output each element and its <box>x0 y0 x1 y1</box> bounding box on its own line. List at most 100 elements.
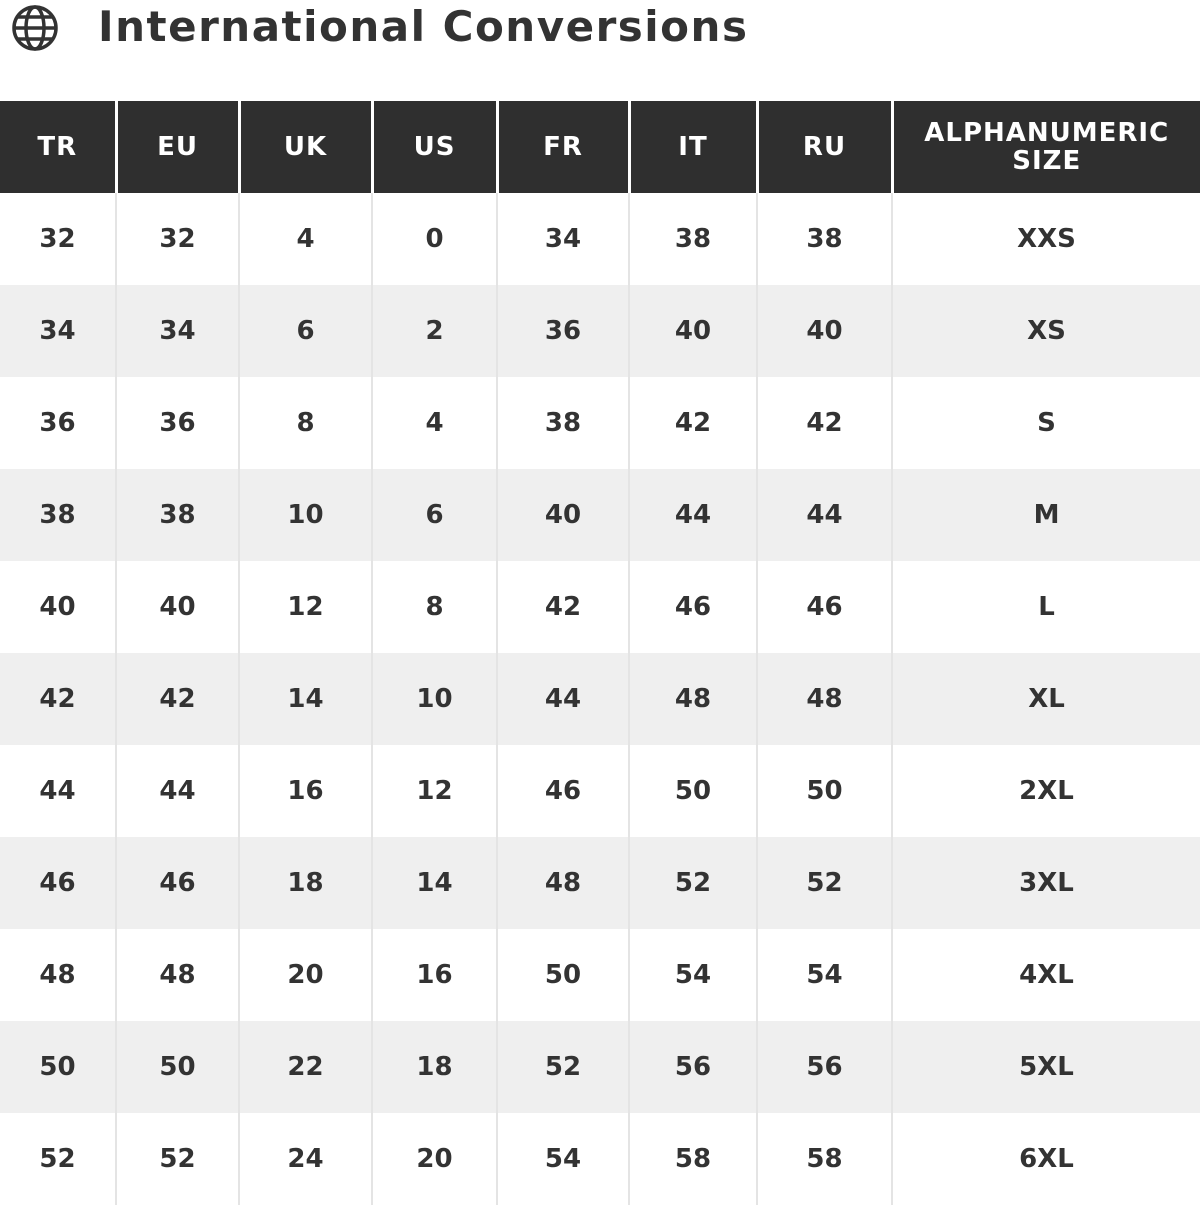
table-row: 36 36 8 4 38 42 42 S <box>0 377 1200 469</box>
cell-it: 44 <box>628 469 757 561</box>
page-title: International Conversions <box>98 2 749 51</box>
cell-it: 52 <box>628 837 757 929</box>
cell-ru: 56 <box>756 1021 892 1113</box>
cell-uk: 4 <box>238 193 372 285</box>
cell-uk: 8 <box>238 377 372 469</box>
cell-fr: 48 <box>496 837 629 929</box>
cell-tr: 32 <box>39 224 76 254</box>
cell-tr: 48 <box>39 960 76 990</box>
cell-eu: 42 <box>115 653 239 745</box>
cell-alphanumeric-size: XL <box>891 653 1200 745</box>
column-header-uk: UK <box>237 101 372 193</box>
cell-eu: 34 <box>115 285 239 377</box>
table-row: 50 50 22 18 52 56 56 5XL <box>0 1021 1200 1113</box>
cell-fr: 34 <box>496 193 629 285</box>
cell-us: 6 <box>371 469 497 561</box>
cell-ru: 58 <box>756 1113 892 1205</box>
column-header-it: IT <box>627 101 757 193</box>
cell-ru: 54 <box>756 929 892 1021</box>
table-row: 48 48 20 16 50 54 54 4XL <box>0 929 1200 1021</box>
cell-tr: 44 <box>39 776 76 806</box>
cell-us: 16 <box>371 929 497 1021</box>
cell-tr: 36 <box>39 408 76 438</box>
cell-tr: 52 <box>39 1144 76 1174</box>
cell-uk: 12 <box>238 561 372 653</box>
cell-tr: 46 <box>0 837 116 929</box>
cell-tr: 38 <box>0 469 116 561</box>
cell-us: 4 <box>371 377 497 469</box>
column-header-fr: FR <box>495 101 629 193</box>
cell-tr: 40 <box>39 592 76 622</box>
cell-alphanumeric-size: M <box>891 469 1200 561</box>
cell-us: 8 <box>371 561 497 653</box>
cell-it: 54 <box>628 929 757 1021</box>
column-header-tr: TR <box>0 101 116 193</box>
cell-us: 18 <box>371 1021 497 1113</box>
table-row: 34 34 6 2 36 40 40 XS <box>0 285 1200 377</box>
cell-us: 14 <box>371 837 497 929</box>
cell-alphanumeric-size: 6XL <box>891 1113 1200 1205</box>
cell-eu: 48 <box>115 929 239 1021</box>
cell-us: 20 <box>371 1113 497 1205</box>
size-conversion-table: TR EU UK US FR IT RU ALPHANUMERIC SIZE 32 32 4 0 34… <box>0 101 1200 1205</box>
table-row: 46 46 18 14 48 52 52 3XL <box>0 837 1200 929</box>
cell-fr: 50 <box>496 929 629 1021</box>
cell-uk: 10 <box>238 469 372 561</box>
cell-tr: 42 <box>0 653 116 745</box>
cell-ru: 40 <box>756 285 892 377</box>
table-row: 42 42 14 10 44 48 48 XL <box>0 653 1200 745</box>
cell-it: 46 <box>628 561 757 653</box>
column-header-alphanumeric-size: ALPHANUMERIC SIZE <box>890 101 1200 193</box>
cell-fr: 46 <box>496 745 629 837</box>
cell-tr: 50 <box>0 1021 116 1113</box>
table-row: 52 52 24 20 54 58 58 6XL <box>0 1113 1200 1205</box>
cell-us: 0 <box>371 193 497 285</box>
cell-ru: 52 <box>756 837 892 929</box>
table-row: 38 38 10 6 40 44 44 M <box>0 469 1200 561</box>
cell-alphanumeric-size: XS <box>891 285 1200 377</box>
cell-it: 48 <box>628 653 757 745</box>
cell-uk: 24 <box>238 1113 372 1205</box>
cell-ru: 46 <box>756 561 892 653</box>
cell-it: 40 <box>628 285 757 377</box>
cell-it: 50 <box>628 745 757 837</box>
cell-it: 56 <box>628 1021 757 1113</box>
cell-tr: 34 <box>0 285 116 377</box>
cell-alphanumeric-size: L <box>891 561 1200 653</box>
cell-us: 12 <box>371 745 497 837</box>
cell-alphanumeric-size: S <box>891 377 1200 469</box>
column-header-us: US <box>370 101 497 193</box>
cell-alphanumeric-size: XXS <box>891 193 1200 285</box>
cell-eu: 40 <box>115 561 239 653</box>
globe-icon <box>12 5 58 51</box>
table-row: 40 40 12 8 42 46 46 L <box>0 561 1200 653</box>
cell-ru: 50 <box>756 745 892 837</box>
cell-us: 2 <box>371 285 497 377</box>
cell-uk: 16 <box>238 745 372 837</box>
cell-fr: 54 <box>496 1113 629 1205</box>
cell-alphanumeric-size: 3XL <box>891 837 1200 929</box>
cell-uk: 14 <box>238 653 372 745</box>
column-header-eu: EU <box>114 101 239 193</box>
cell-fr: 38 <box>496 377 629 469</box>
cell-it: 38 <box>628 193 757 285</box>
cell-ru: 44 <box>756 469 892 561</box>
cell-uk: 22 <box>238 1021 372 1113</box>
cell-it: 42 <box>628 377 757 469</box>
cell-us: 10 <box>371 653 497 745</box>
cell-alphanumeric-size: 2XL <box>891 745 1200 837</box>
cell-fr: 40 <box>496 469 629 561</box>
cell-eu: 46 <box>115 837 239 929</box>
cell-alphanumeric-size: 4XL <box>891 929 1200 1021</box>
cell-fr: 36 <box>496 285 629 377</box>
cell-ru: 38 <box>756 193 892 285</box>
cell-eu: 44 <box>115 745 239 837</box>
table-row: 32 32 4 0 34 38 38 XXS <box>0 193 1200 285</box>
cell-eu: 50 <box>115 1021 239 1113</box>
cell-uk: 20 <box>238 929 372 1021</box>
cell-fr: 42 <box>496 561 629 653</box>
cell-it: 58 <box>628 1113 757 1205</box>
cell-fr: 44 <box>496 653 629 745</box>
cell-ru: 42 <box>756 377 892 469</box>
cell-uk: 6 <box>238 285 372 377</box>
